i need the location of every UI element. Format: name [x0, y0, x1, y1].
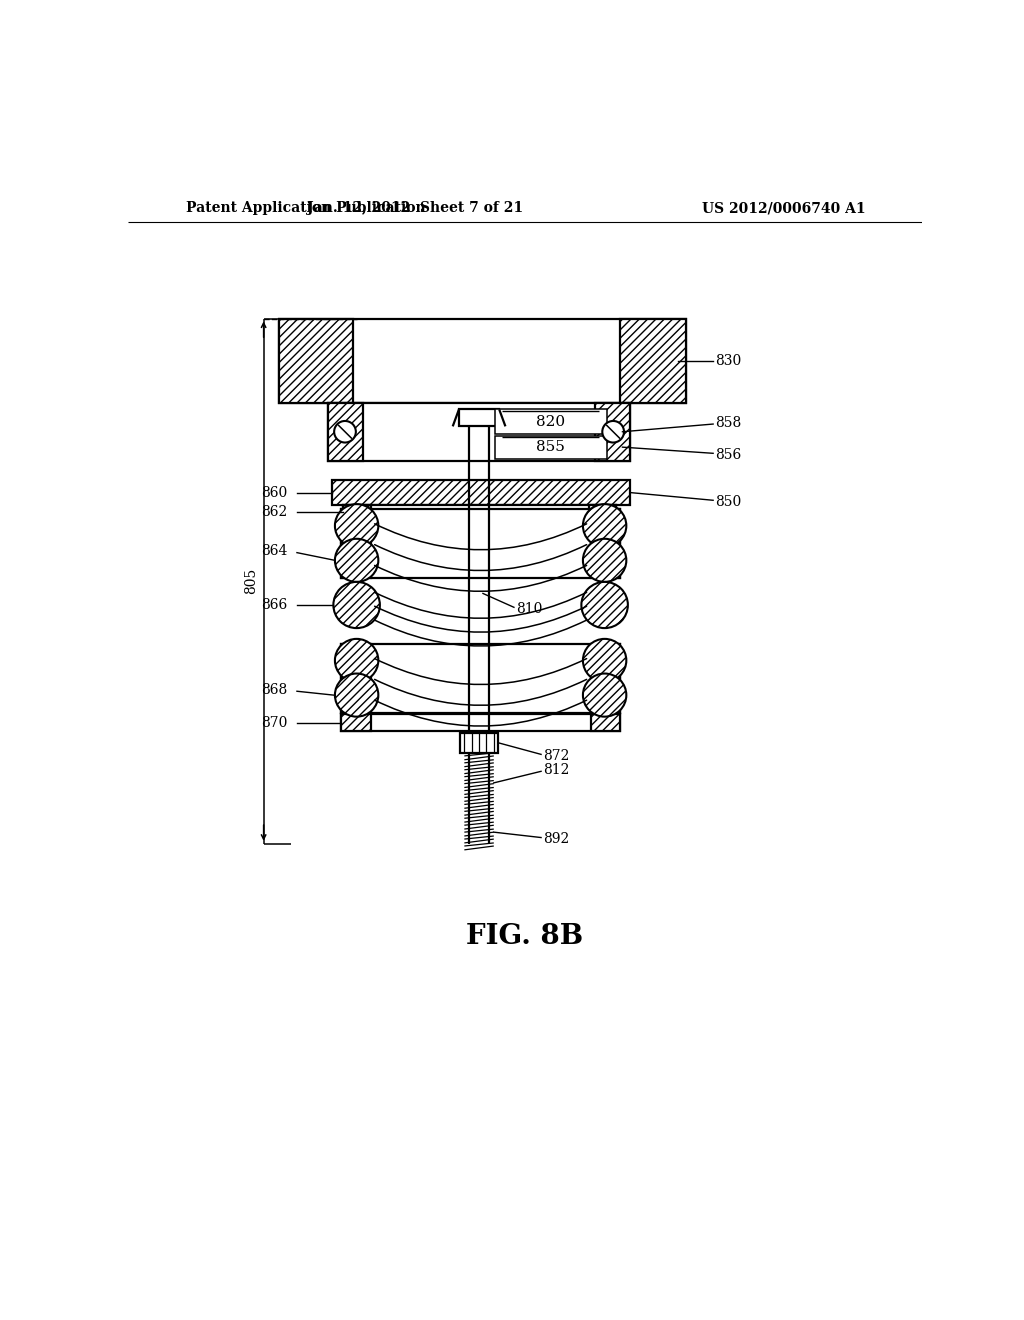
Bar [341, 714, 371, 731]
Bar [495, 436, 607, 459]
Text: 810: 810 [516, 602, 543, 616]
Text: 850: 850 [716, 495, 741, 508]
Bar [595, 404, 630, 461]
FancyArrowPatch shape [375, 565, 587, 591]
Bar [280, 318, 352, 404]
Text: US 2012/0006740 A1: US 2012/0006740 A1 [701, 202, 865, 215]
FancyArrowPatch shape [375, 606, 587, 632]
FancyArrowPatch shape [375, 659, 587, 685]
Text: FIG. 8B: FIG. 8B [466, 923, 584, 949]
FancyArrowPatch shape [375, 524, 587, 549]
Bar [343, 506, 371, 519]
Text: 855: 855 [536, 440, 565, 454]
Circle shape [334, 421, 356, 442]
Text: 860: 860 [261, 486, 288, 499]
Bar [341, 644, 371, 713]
Bar [459, 409, 500, 426]
FancyArrowPatch shape [375, 700, 587, 726]
Text: 812: 812 [544, 763, 569, 776]
Bar [332, 480, 630, 504]
Circle shape [602, 421, 624, 442]
Bar [621, 318, 686, 404]
Bar [495, 409, 607, 434]
Bar [341, 714, 621, 731]
Bar [460, 733, 499, 752]
Circle shape [335, 639, 378, 682]
Circle shape [582, 582, 628, 628]
Circle shape [583, 539, 627, 582]
Text: 830: 830 [716, 354, 741, 368]
Text: Patent Application Publication: Patent Application Publication [186, 202, 426, 215]
Text: 870: 870 [261, 715, 288, 730]
Text: Jan. 12, 2012  Sheet 7 of 21: Jan. 12, 2012 Sheet 7 of 21 [306, 202, 523, 215]
Bar [591, 508, 621, 578]
Bar [591, 644, 621, 713]
Bar [343, 506, 616, 519]
Text: 805: 805 [245, 568, 258, 594]
Circle shape [335, 673, 378, 717]
Bar [280, 318, 686, 404]
Bar [591, 714, 621, 731]
Bar [328, 404, 362, 461]
Bar [341, 508, 371, 578]
Circle shape [583, 639, 627, 682]
Text: 820: 820 [536, 414, 565, 429]
Circle shape [583, 673, 627, 717]
Text: 872: 872 [544, 748, 569, 763]
Bar [341, 508, 621, 578]
Circle shape [334, 582, 380, 628]
Text: 864: 864 [261, 544, 288, 558]
Bar [341, 644, 621, 713]
FancyArrowPatch shape [375, 620, 587, 645]
Text: 856: 856 [716, 447, 741, 462]
Text: 866: 866 [261, 598, 288, 612]
Bar [589, 506, 616, 519]
Circle shape [583, 504, 627, 548]
Bar [328, 404, 630, 461]
Text: 862: 862 [261, 504, 288, 519]
Circle shape [335, 504, 378, 548]
Text: 892: 892 [544, 832, 569, 846]
FancyArrowPatch shape [375, 680, 587, 705]
Text: 858: 858 [716, 416, 741, 429]
FancyArrowPatch shape [375, 545, 587, 570]
Text: 868: 868 [261, 682, 288, 697]
FancyArrowPatch shape [375, 593, 587, 618]
Circle shape [335, 539, 378, 582]
